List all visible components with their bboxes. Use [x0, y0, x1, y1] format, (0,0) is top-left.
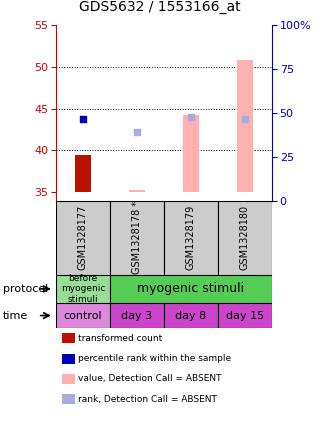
Bar — [218, 201, 272, 275]
Point — [243, 115, 248, 122]
Text: rank, Detection Call = ABSENT: rank, Detection Call = ABSENT — [78, 395, 217, 404]
Text: day 8: day 8 — [175, 310, 207, 321]
Bar — [56, 275, 110, 303]
Point — [188, 113, 194, 120]
Text: before
myogenic
stimuli: before myogenic stimuli — [61, 274, 105, 304]
Text: percentile rank within the sample: percentile rank within the sample — [78, 354, 231, 363]
Text: value, Detection Call = ABSENT: value, Detection Call = ABSENT — [78, 374, 221, 383]
Text: control: control — [64, 310, 102, 321]
Bar — [76, 154, 91, 192]
Point — [80, 116, 85, 123]
Bar — [110, 303, 164, 328]
Text: transformed count: transformed count — [78, 334, 162, 343]
Bar — [56, 303, 110, 328]
Bar — [110, 275, 272, 303]
Bar — [183, 115, 198, 192]
Text: GSM1328180: GSM1328180 — [240, 205, 250, 270]
Text: GDS5632 / 1553166_at: GDS5632 / 1553166_at — [79, 0, 241, 14]
Text: GSM1328179: GSM1328179 — [186, 205, 196, 270]
Text: GSM1328178 *: GSM1328178 * — [132, 201, 142, 274]
Text: day 15: day 15 — [226, 310, 264, 321]
Text: time: time — [3, 310, 28, 321]
Bar — [56, 201, 110, 275]
Text: protocol: protocol — [3, 284, 48, 294]
Bar — [110, 201, 164, 275]
Bar — [218, 303, 272, 328]
Bar — [164, 201, 218, 275]
Bar — [164, 303, 218, 328]
Text: day 3: day 3 — [121, 310, 153, 321]
Text: myogenic stimuli: myogenic stimuli — [137, 283, 244, 295]
Text: GSM1328177: GSM1328177 — [78, 205, 88, 270]
Bar — [129, 190, 145, 192]
Bar — [237, 60, 252, 192]
Point — [134, 129, 140, 135]
